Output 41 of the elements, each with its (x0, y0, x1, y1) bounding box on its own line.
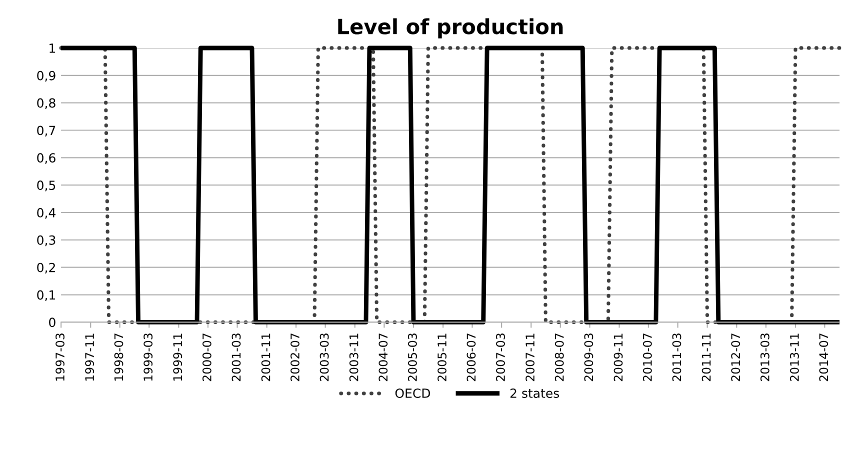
y-tick-label: 0,3 (37, 235, 56, 246)
x-tick-label: 1999-11 (173, 334, 182, 381)
legend-label: 2 states (510, 388, 560, 398)
x-tick-label: 2001-11 (261, 334, 270, 382)
x-tick-label: 2007-11 (526, 334, 535, 382)
x-tick-label: 2011-03 (672, 334, 682, 382)
y-tick-label: 0,4 (37, 208, 56, 219)
x-tick-label: 1998-07 (114, 334, 124, 381)
x-tick-label: 2007-03 (496, 334, 505, 382)
x-tick-label: 2014-07 (819, 334, 828, 382)
x-tick-label: 2009-11 (614, 334, 623, 382)
x-tick-label: 2002-07 (290, 334, 300, 382)
y-tick-label: 0,1 (37, 290, 56, 301)
x-tick-label: 2010-07 (642, 334, 652, 382)
x-tick-label: 2003-03 (320, 334, 329, 382)
legend-label: OECD (395, 388, 430, 398)
x-tick-label: 1997-11 (85, 334, 94, 381)
x-tick-label: 2009-03 (584, 334, 594, 382)
x-tick-label: 2012-07 (731, 334, 740, 382)
y-tick-label: 0,5 (37, 180, 56, 192)
y-tick-label: 0,2 (37, 262, 55, 274)
y-tick-label: 0 (49, 318, 56, 328)
x-tick-label: 2005-11 (438, 334, 446, 382)
chart-title: Level of production (338, 18, 563, 38)
y-tick-label: 0,7 (37, 126, 56, 136)
x-tick-label: 2004-07 (378, 334, 388, 382)
y-tick-label: 1 (50, 44, 56, 53)
x-tick-label: 1999-03 (144, 334, 153, 381)
x-tick-label: 2013-03 (760, 334, 770, 382)
x-tick-label: 2011-11 (702, 334, 711, 382)
x-tick-label: 2001-03 (232, 334, 241, 382)
x-tick-label: 2013-11 (790, 334, 799, 382)
y-tick-label: 0,8 (37, 98, 56, 110)
y-tick-label: 0,9 (37, 70, 56, 82)
x-tick-label: 2000-07 (202, 334, 212, 382)
y-tick-label: 0,6 (37, 153, 56, 164)
x-tick-label: 1997-03 (56, 334, 64, 381)
x-tick-label: 2008-07 (554, 334, 564, 382)
x-tick-label: 2003-11 (349, 334, 358, 382)
x-tick-label: 2006-07 (466, 334, 476, 382)
x-tick-label: 2005-03 (408, 334, 417, 382)
